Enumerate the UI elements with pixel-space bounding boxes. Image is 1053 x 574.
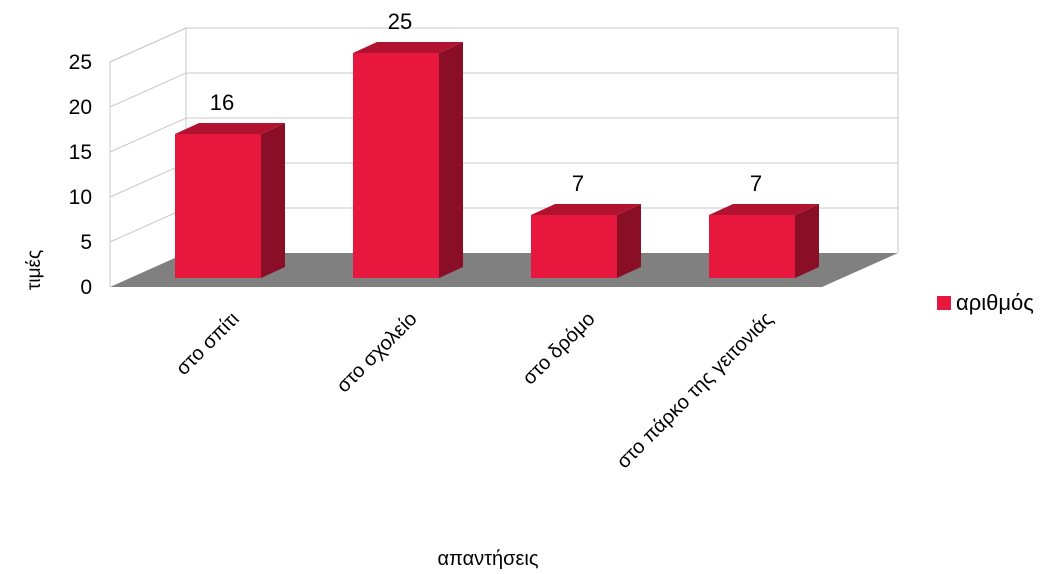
bar (175, 123, 285, 278)
data-label: 25 (388, 9, 412, 34)
legend-swatch (937, 296, 951, 310)
y-tick-label: 25 (69, 51, 92, 74)
x-tick-label: στο σχολείο (332, 308, 421, 397)
bar-top (531, 204, 641, 215)
y-tick-label: 0 (80, 276, 92, 299)
bar (531, 204, 641, 278)
data-labels: 16 25 7 7 (210, 9, 762, 196)
side-wall (109, 27, 187, 287)
bar-top (709, 204, 819, 215)
bar-front (531, 215, 617, 278)
y-tick-label: 10 (69, 186, 92, 209)
x-tick-labels: στο σπίτι στο σχολείο στο δρόμο στο πάρκο τ… (172, 308, 778, 473)
data-label: 16 (210, 90, 234, 115)
bars (175, 42, 819, 278)
x-tick-label: στο δρόμο (518, 308, 599, 389)
grid-line (109, 117, 898, 153)
x-tick-label: στο σπίτι (172, 308, 244, 380)
legend-label: αριθμός (956, 290, 1034, 315)
y-tick-label: 20 (69, 96, 92, 119)
bar-top (353, 42, 463, 53)
floor-plane (110, 253, 898, 287)
grid-line (109, 72, 898, 108)
data-label: 7 (572, 171, 584, 196)
bar-top (175, 123, 285, 134)
bar-side (795, 204, 819, 278)
x-tick-label: στο πάρκο της γειτονιάς (612, 308, 777, 473)
grid-line (109, 27, 898, 63)
bar-front (353, 53, 439, 278)
chart-floor (110, 253, 898, 287)
y-tick-labels: 0 5 10 15 20 25 (69, 51, 92, 299)
bar (709, 204, 819, 278)
bar-front (709, 215, 795, 278)
y-tick-label: 15 (69, 141, 92, 164)
data-label: 7 (750, 171, 762, 196)
legend: αριθμός (937, 290, 1034, 315)
bar (353, 42, 463, 278)
bar-side (617, 204, 641, 278)
bar-front (175, 134, 261, 278)
bar-side (439, 42, 463, 278)
bar-side (261, 123, 285, 278)
x-axis-label: απαντήσεις (437, 548, 538, 570)
y-axis-label: τιμές (24, 250, 45, 290)
y-tick-label: 5 (80, 231, 92, 254)
